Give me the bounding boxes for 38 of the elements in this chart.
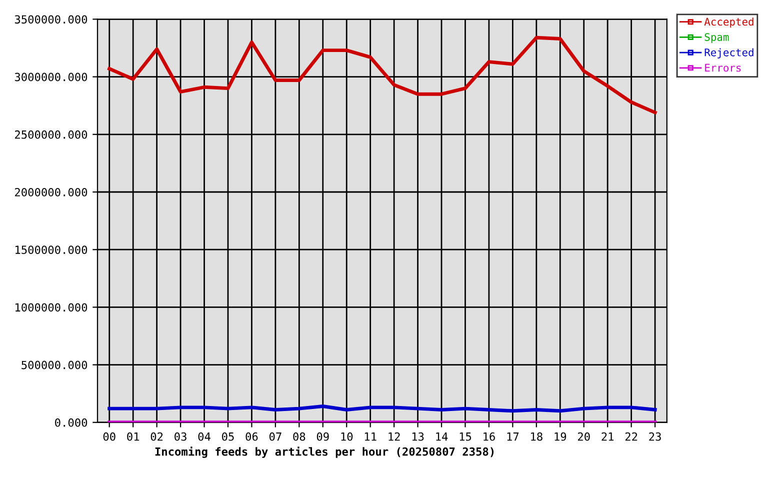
x-tick-label: 03: [174, 432, 186, 441]
x-tick-label: 12: [388, 432, 400, 441]
x-tick-label: 19: [554, 432, 566, 441]
x-tick-label: 05: [222, 432, 234, 441]
x-tick-label: 18: [531, 432, 542, 441]
legend-label: Errors: [705, 64, 741, 72]
x-tick-label: 15: [460, 432, 472, 441]
x-axis-title: Incoming feeds by articles per hour (20250807 2358): [155, 446, 494, 458]
line-series: [108, 36, 657, 114]
y-tick-label: 2000000.000: [15, 188, 88, 196]
y-tick-label: 3500000.000: [14, 15, 88, 24]
y-tick-label: 2500000.000: [15, 130, 88, 139]
x-tick-label: 20: [578, 432, 590, 441]
legend-label: Accepted: [704, 18, 754, 28]
x-tick-label: 14: [436, 432, 448, 441]
x-tick-label: 22: [625, 432, 638, 441]
y-tick-label: 3000000.000: [14, 72, 88, 82]
x-tick-label: 21: [602, 432, 614, 441]
y-tick-label: 0.000: [55, 418, 88, 427]
x-tick-label: 02: [150, 432, 163, 441]
legend-label: Rejected: [704, 48, 754, 58]
x-tick-label: 23: [649, 432, 661, 441]
x-tick-label: 01: [127, 432, 140, 441]
x-tick-label: 13: [412, 432, 424, 441]
x-tick-label: 16: [484, 432, 495, 441]
x-tick-label: 11: [364, 432, 376, 441]
x-tick-label: 07: [269, 432, 282, 441]
x-tick-label: 06: [246, 432, 258, 441]
x-tick-label: 08: [293, 432, 306, 441]
x-tick-label: 09: [316, 432, 329, 441]
x-tick-label: 04: [198, 432, 210, 441]
x-tick-label: 17: [507, 432, 519, 441]
x-tick-label: 10: [341, 432, 353, 441]
y-tick-label: 1500000.000: [16, 246, 88, 254]
y-tick-label: 500000.000: [22, 360, 88, 370]
legend-label: Spam: [704, 33, 729, 44]
x-tick-label: 00: [103, 432, 116, 441]
y-tick-label: 1000000.000: [16, 303, 88, 312]
